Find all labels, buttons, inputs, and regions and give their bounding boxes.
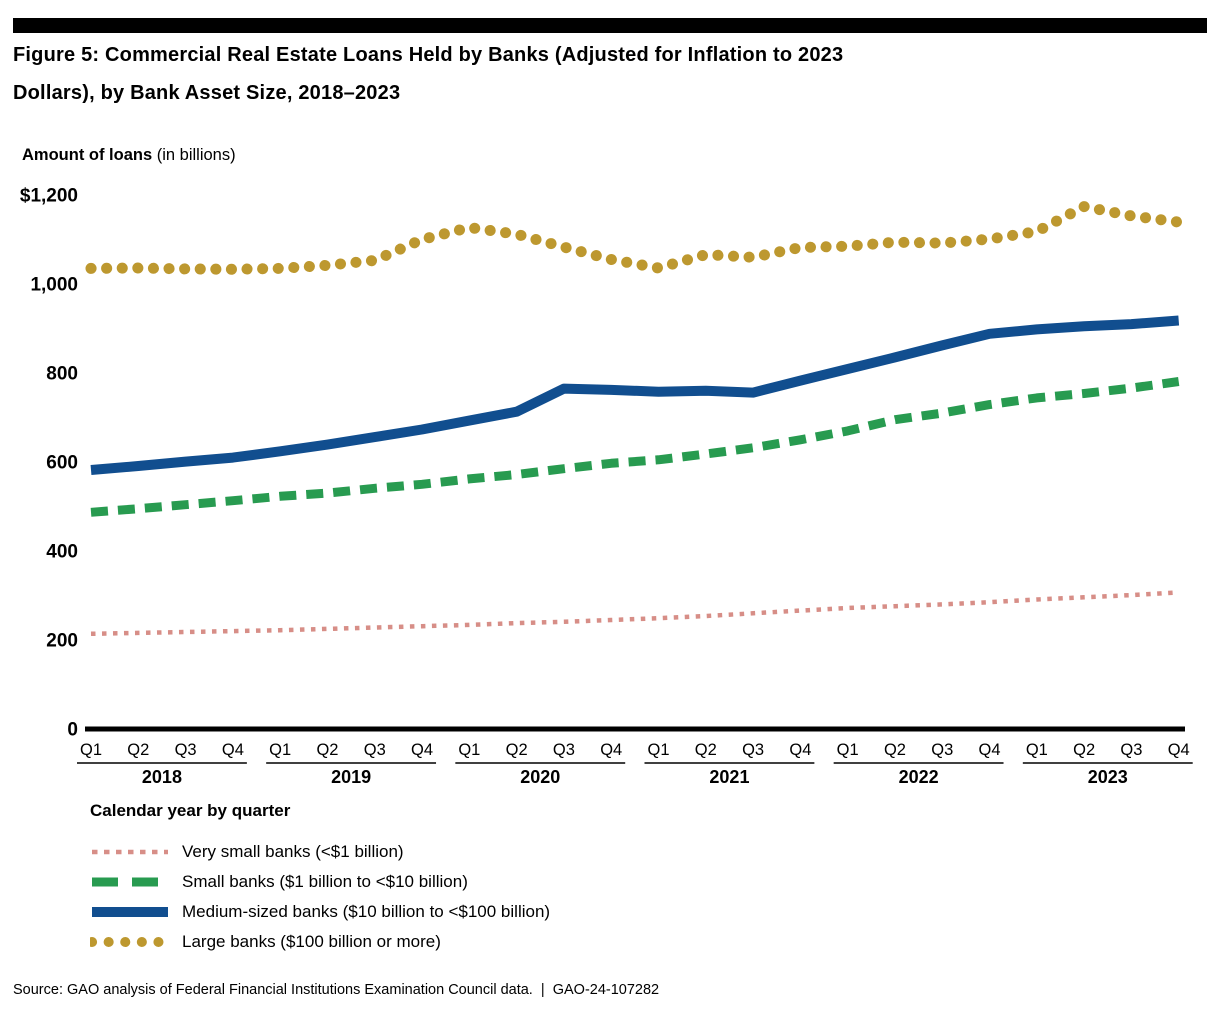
x-tick-quarter-label: Q4	[979, 741, 1001, 759]
x-tick-quarter-label: Q3	[1120, 741, 1142, 759]
legend-swatch-icon	[92, 877, 168, 886]
x-tick-quarter-label: Q2	[1073, 741, 1095, 759]
x-tick-quarter-label: Q1	[1026, 741, 1048, 759]
x-tick-quarter-label: Q3	[931, 741, 953, 759]
year-label: 2021	[709, 767, 749, 787]
top-black-bar	[13, 18, 1207, 33]
legend-swatch-icon	[90, 936, 170, 947]
y-tick-label: 200	[46, 631, 78, 652]
y-axis-title-units: (in billions)	[152, 146, 236, 164]
figure-title-line1: Figure 5: Commercial Real Estate Loans H…	[13, 44, 844, 66]
x-tick-quarter-label: Q1	[458, 741, 480, 759]
x-tick-quarter-label: Q1	[837, 741, 859, 759]
year-label: 2022	[899, 767, 939, 787]
y-tick-label: 1,000	[30, 275, 78, 296]
x-tick-quarter-label: Q4	[1168, 741, 1190, 759]
x-tick-quarter-label: Q2	[127, 741, 149, 759]
year-label: 2019	[331, 767, 371, 787]
x-axis-line	[85, 726, 1185, 732]
x-tick-quarter-label: Q4	[600, 741, 622, 759]
series-line-2	[90, 315, 1180, 475]
legend-item: Large banks ($100 billion or more)	[90, 931, 550, 952]
x-tick-quarter-label: Q3	[553, 741, 575, 759]
y-axis-title: Amount of loans (in billions)	[22, 146, 236, 165]
y-tick-label: 400	[46, 542, 78, 563]
series-line-1	[90, 377, 1180, 517]
series-line-0	[90, 590, 1179, 637]
year-label: 2018	[142, 767, 182, 787]
x-axis-title: Calendar year by quarter	[90, 801, 291, 820]
x-tick-quarter-label: Q1	[647, 741, 669, 759]
legend: Very small banks (<$1 billion) Small bank…	[90, 841, 550, 952]
figure-title-line2: Dollars), by Bank Asset Size, 2018–2023	[13, 82, 401, 104]
x-tick-quarter-label: Q2	[316, 741, 338, 759]
x-tick-quarter-label: Q3	[742, 741, 764, 759]
legend-label: Medium-sized banks ($10 billion to <$100…	[182, 901, 551, 921]
year-label: 2020	[520, 767, 560, 787]
y-tick-label: 0	[67, 720, 78, 741]
x-tick-quarter-label: Q1	[269, 741, 291, 759]
y-tick-label: $1,200	[20, 186, 78, 207]
series-line-3	[85, 201, 1185, 275]
x-tick-quarter-label: Q2	[884, 741, 906, 759]
legend-label: Very small banks (<$1 billion)	[182, 841, 404, 861]
legend-label: Small banks ($1 billion to <$10 billion)	[182, 871, 468, 891]
legend-item: Small banks ($1 billion to <$10 billion)	[90, 871, 550, 892]
x-tick-quarter-label: Q4	[789, 741, 811, 759]
legend-swatch-icon	[92, 849, 168, 854]
x-tick-quarter-label: Q1	[80, 741, 102, 759]
x-tick-quarter-label: Q2	[695, 741, 717, 759]
y-axis-title-bold: Amount of loans	[22, 146, 153, 164]
x-tick-quarter-label: Q3	[175, 741, 197, 759]
source-note: Source: GAO analysis of Federal Financia…	[13, 982, 660, 998]
legend-item: Medium-sized banks ($10 billion to <$100…	[90, 901, 550, 922]
legend-label: Large banks ($100 billion or more)	[182, 931, 441, 951]
y-tick-label: 800	[46, 364, 78, 385]
legend-swatch-icon	[92, 906, 168, 917]
x-tick-quarter-label: Q4	[222, 741, 244, 759]
year-label: 2023	[1088, 767, 1128, 787]
legend-item: Very small banks (<$1 billion)	[90, 841, 550, 862]
x-tick-quarter-label: Q4	[411, 741, 433, 759]
x-tick-quarter-label: Q2	[506, 741, 528, 759]
x-tick-quarter-label: Q3	[364, 741, 386, 759]
y-tick-label: 600	[46, 453, 78, 474]
